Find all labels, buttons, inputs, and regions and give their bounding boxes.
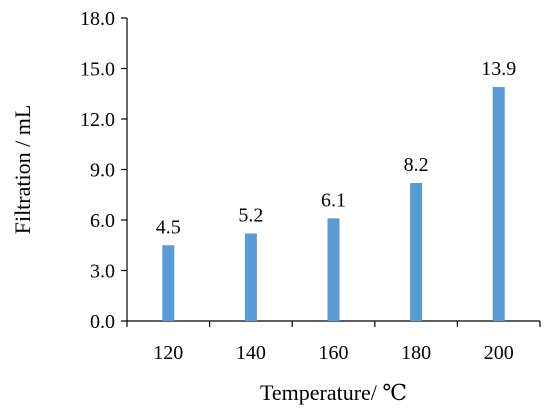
bar-series: [162, 87, 505, 322]
data-label: 4.5: [156, 216, 181, 238]
y-tick-label: 6.0: [90, 210, 115, 232]
bar: [410, 182, 423, 321]
y-tick-label: 15.0: [80, 59, 115, 81]
x-axis: 120 140 160 180 200: [126, 320, 541, 364]
data-label: 8.2: [404, 154, 429, 176]
y-tick-label: 12.0: [80, 109, 115, 131]
bar: [492, 87, 505, 322]
y-tick-label: 0.0: [90, 311, 115, 333]
y-axis: 0.0 3.0 6.0 9.0 12.0 15.0 18.0: [80, 8, 128, 333]
x-axis-title: Temperature/ ℃: [260, 380, 407, 405]
bar: [162, 245, 175, 321]
y-axis-title: Filtration / mL: [10, 105, 35, 235]
x-tick-label: 200: [484, 342, 514, 364]
y-tick-label: 18.0: [80, 8, 115, 30]
data-label: 6.1: [321, 189, 346, 211]
data-label: 5.2: [238, 204, 263, 226]
x-tick-label: 160: [319, 342, 349, 364]
y-tick-label: 9.0: [90, 160, 115, 182]
bar: [244, 233, 257, 321]
x-tick-label: 180: [401, 342, 431, 364]
data-labels: 4.5 5.2 6.1 8.2 13.9: [156, 58, 516, 238]
x-tick-label: 120: [153, 342, 183, 364]
bar: [327, 218, 340, 321]
x-tick-label: 140: [236, 342, 266, 364]
data-label: 13.9: [481, 58, 516, 80]
y-tick-label: 3.0: [90, 261, 115, 283]
